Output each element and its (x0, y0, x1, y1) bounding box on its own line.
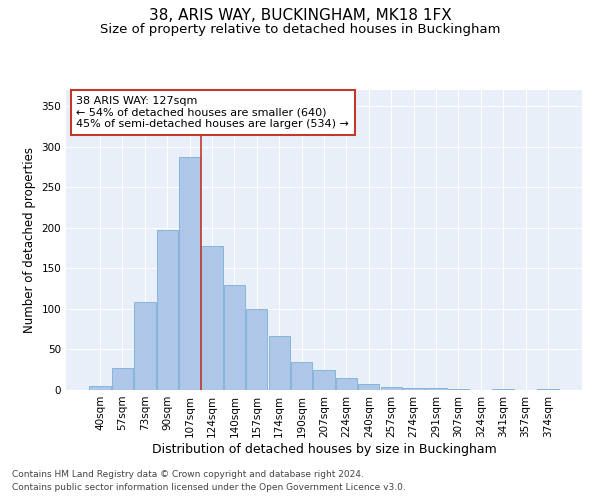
Bar (537, 389, 559, 390)
Bar (493, 389, 514, 390)
Bar (179, 158, 200, 390)
Bar (336, 378, 357, 390)
Bar (112, 368, 133, 390)
Text: 38 ARIS WAY: 127sqm
← 54% of detached houses are smaller (640)
45% of semi-detac: 38 ARIS WAY: 127sqm ← 54% of detached ho… (76, 96, 349, 129)
Bar (269, 336, 290, 390)
Bar (202, 246, 223, 390)
Text: 38, ARIS WAY, BUCKINGHAM, MK18 1FX: 38, ARIS WAY, BUCKINGHAM, MK18 1FX (149, 8, 451, 22)
Y-axis label: Number of detached properties: Number of detached properties (23, 147, 36, 333)
Bar (358, 384, 379, 390)
Text: Contains HM Land Registry data © Crown copyright and database right 2024.: Contains HM Land Registry data © Crown c… (12, 470, 364, 479)
Bar (425, 388, 446, 390)
Bar (157, 230, 178, 390)
Bar (224, 284, 245, 390)
Bar (291, 362, 312, 390)
Bar (89, 386, 111, 390)
Bar (448, 389, 469, 390)
Bar (246, 309, 268, 390)
Text: Size of property relative to detached houses in Buckingham: Size of property relative to detached ho… (100, 22, 500, 36)
Bar (380, 387, 402, 390)
Bar (313, 370, 335, 390)
Text: Distribution of detached houses by size in Buckingham: Distribution of detached houses by size … (152, 442, 496, 456)
Text: Contains public sector information licensed under the Open Government Licence v3: Contains public sector information licen… (12, 482, 406, 492)
Bar (403, 388, 424, 390)
Bar (134, 302, 155, 390)
